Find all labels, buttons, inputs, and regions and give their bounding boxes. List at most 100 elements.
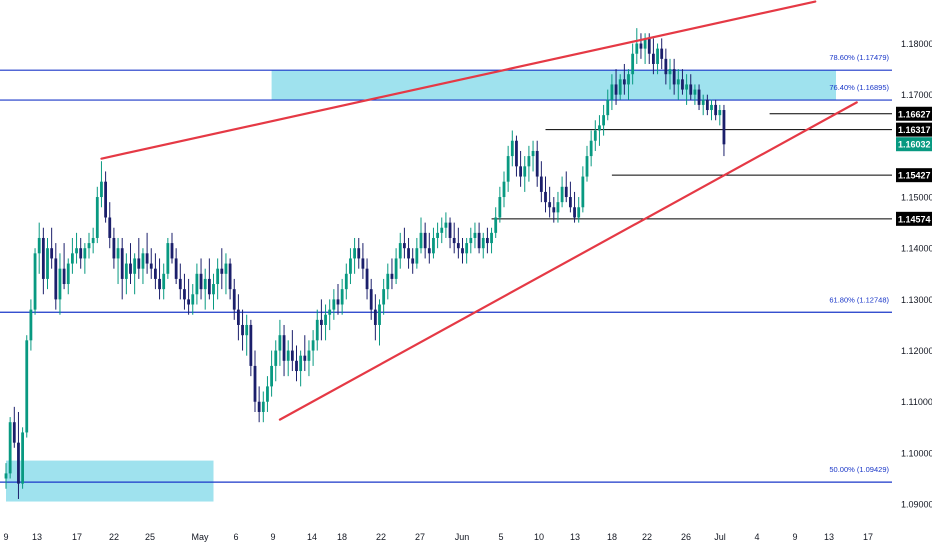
x-tick-label: 22 bbox=[376, 532, 386, 542]
y-tick-label: 1.17000 bbox=[901, 90, 932, 100]
candle-body bbox=[166, 243, 170, 274]
level-price-tag-bg bbox=[896, 211, 932, 226]
candle-body bbox=[41, 237, 45, 279]
candle-body bbox=[261, 401, 265, 412]
candle-body bbox=[216, 268, 220, 285]
candle-body bbox=[382, 289, 386, 305]
candle-body bbox=[452, 237, 456, 244]
candle-body bbox=[573, 207, 576, 218]
y-tick-label: 1.13000 bbox=[901, 295, 932, 305]
candle-body bbox=[178, 278, 182, 290]
candle-body bbox=[627, 74, 630, 85]
candle-body bbox=[602, 115, 605, 126]
candle-body bbox=[631, 53, 635, 75]
labels-layer: 78.60% (1.17479) 76.40% (1.16895) 61.80% (… bbox=[829, 53, 889, 474]
trendlines-layer bbox=[100, 0, 858, 421]
candle-body bbox=[141, 253, 145, 269]
candle-body bbox=[154, 268, 157, 279]
candle-body bbox=[133, 258, 137, 274]
candle-body bbox=[307, 350, 311, 361]
candle-body bbox=[282, 335, 286, 361]
candle-body bbox=[672, 69, 676, 85]
candle-body bbox=[527, 156, 531, 167]
candle-body bbox=[228, 263, 232, 290]
candle-body bbox=[415, 248, 419, 264]
x-tick-label: 10 bbox=[534, 532, 544, 542]
candle-body bbox=[656, 48, 659, 64]
x-tick-label: 26 bbox=[681, 532, 691, 542]
candle-body bbox=[100, 181, 103, 198]
candle-body bbox=[693, 89, 697, 95]
candle-body bbox=[705, 99, 709, 111]
level-price-tag-label: 1.15427 bbox=[898, 171, 931, 181]
x-tick-label: 13 bbox=[824, 532, 834, 542]
candle-body bbox=[116, 248, 120, 259]
candle-body bbox=[104, 181, 107, 218]
candle-body bbox=[535, 150, 539, 177]
candle-body bbox=[544, 191, 547, 203]
candle-body bbox=[652, 53, 655, 64]
candle-body bbox=[581, 176, 585, 208]
candle-body bbox=[191, 294, 195, 305]
level-price-tag-bg bbox=[896, 122, 932, 137]
level-price-tag-label: 1.16627 bbox=[898, 109, 931, 119]
candle-body bbox=[635, 43, 639, 54]
candles-layer bbox=[4, 28, 726, 499]
candle-body bbox=[199, 273, 203, 290]
candle-body bbox=[598, 125, 601, 131]
candle-body bbox=[614, 84, 618, 95]
candle-body bbox=[112, 237, 116, 259]
candle-body bbox=[407, 248, 410, 259]
candle-body bbox=[29, 309, 33, 341]
candle-body bbox=[378, 304, 381, 325]
candle-body bbox=[498, 197, 502, 218]
candle-body bbox=[469, 237, 473, 244]
x-tick-label: 25 bbox=[145, 532, 155, 542]
candle-body bbox=[71, 253, 74, 264]
candle-body bbox=[440, 227, 444, 233]
x-tick-label: 6 bbox=[233, 532, 238, 542]
candle-body bbox=[21, 432, 24, 484]
axes-layer: 1.09000 1.10000 1.11000 1.12000 1.13000 1.140… bbox=[3, 39, 932, 542]
y-tick-label: 1.18000 bbox=[901, 39, 932, 49]
candle-body bbox=[50, 248, 54, 259]
candle-body bbox=[257, 401, 261, 412]
trendline bbox=[100, 0, 817, 160]
candle-body bbox=[510, 140, 514, 157]
candle-body bbox=[137, 258, 141, 269]
y-tick-label: 1.15000 bbox=[901, 193, 932, 203]
candle-body bbox=[585, 156, 589, 177]
candle-body bbox=[689, 84, 693, 95]
level-price-tag-label: 1.14574 bbox=[898, 214, 931, 224]
candle-body bbox=[12, 422, 16, 443]
zone-0 bbox=[271, 70, 837, 101]
x-tick-label: 17 bbox=[72, 532, 82, 542]
candle-body bbox=[606, 99, 610, 116]
candle-body bbox=[697, 89, 701, 105]
x-tick-label: 4 bbox=[754, 532, 759, 542]
candle-body bbox=[315, 319, 319, 341]
candle-body bbox=[33, 253, 37, 310]
candle-body bbox=[456, 243, 460, 249]
candle-body bbox=[423, 232, 427, 249]
candle-body bbox=[145, 253, 149, 264]
candle-body bbox=[515, 140, 518, 167]
candle-body bbox=[83, 248, 87, 259]
candle-body bbox=[336, 299, 340, 305]
candle-body bbox=[344, 273, 348, 290]
candle-body bbox=[290, 350, 294, 361]
candle-body bbox=[647, 38, 651, 54]
candle-body bbox=[270, 365, 273, 387]
candle-body bbox=[295, 360, 298, 372]
candle-body bbox=[473, 232, 477, 238]
candle-body bbox=[701, 99, 705, 105]
candle-body bbox=[303, 355, 307, 361]
candle-body bbox=[710, 104, 713, 111]
candle-body bbox=[241, 324, 244, 336]
candle-body bbox=[158, 278, 161, 290]
candle-body bbox=[224, 263, 228, 274]
candle-body bbox=[394, 258, 398, 279]
candle-body bbox=[560, 186, 564, 203]
candle-body bbox=[162, 273, 166, 290]
candle-body bbox=[340, 289, 344, 305]
